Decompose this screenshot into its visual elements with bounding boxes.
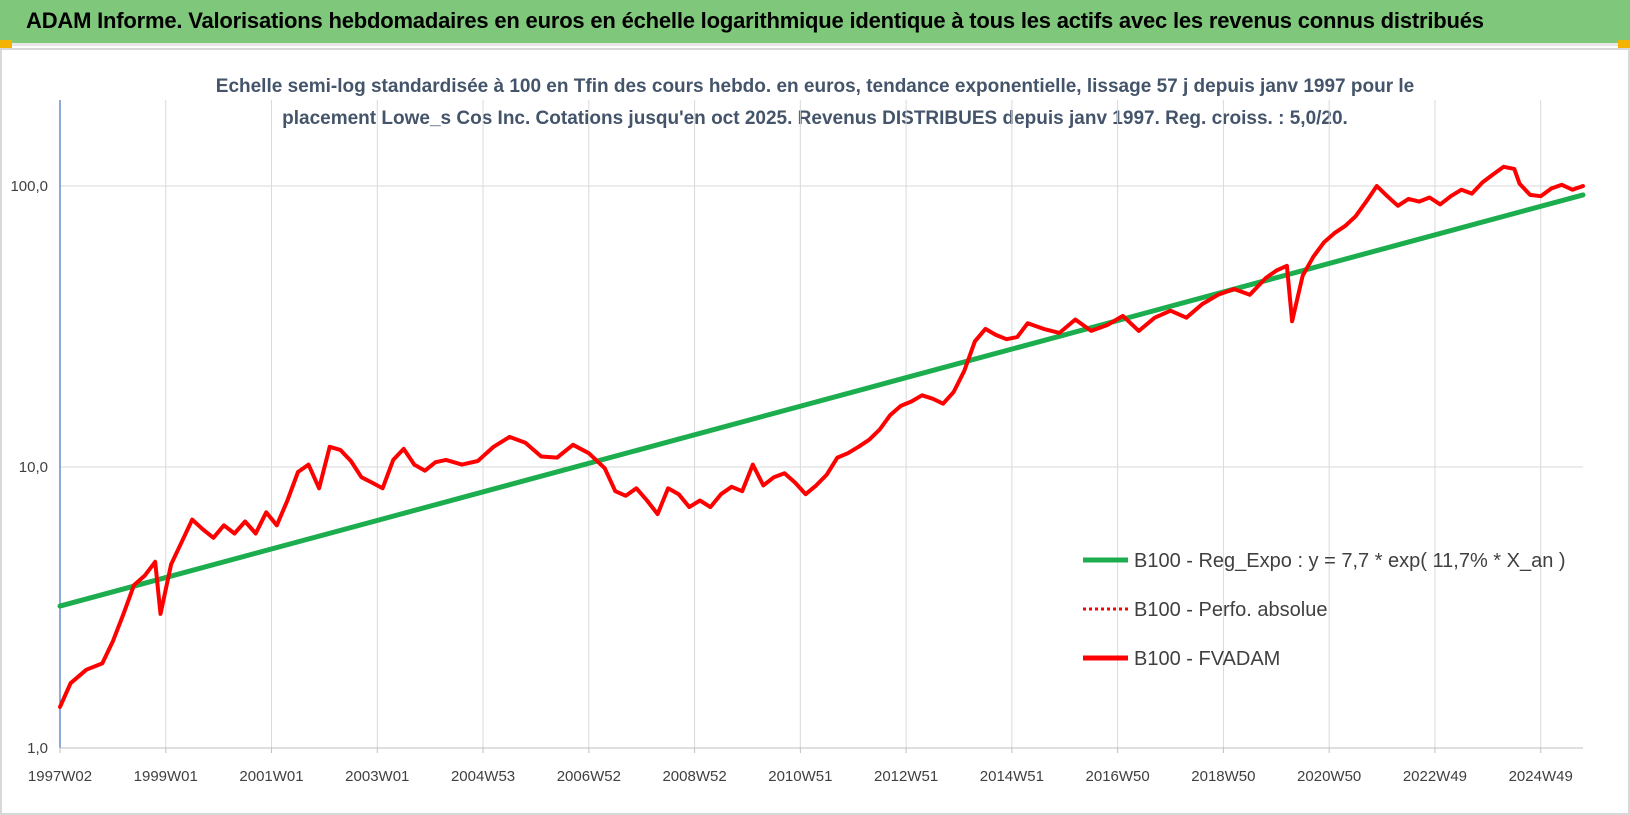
x-tick-label: 2004W53 [451, 768, 515, 785]
grid [59, 100, 1583, 749]
legend-label: B100 - Perfo. absolue [1134, 599, 1327, 621]
chart-subtitle: Echelle semi-log standardisée à 100 en T… [216, 76, 1414, 129]
x-tick-label: 2010W51 [768, 768, 832, 785]
header-bar: ADAM Informe. Valorisations hebdomadaire… [0, 0, 1630, 46]
x-tick-labels: 1997W02 1999W01 2001W01 2003W01 2004W53 2006W… [28, 768, 1573, 785]
series [57, 164, 1586, 709]
y-tick-labels: 1,0 10,0 100,0 [10, 178, 48, 757]
x-tick-label: 2024W49 [1509, 768, 1573, 785]
x-tick-label: 2008W52 [662, 768, 726, 785]
y-tick-label: 10,0 [19, 459, 48, 476]
x-tick-label: 1997W02 [28, 768, 92, 785]
legend-label: B100 - FVADAM [1134, 648, 1280, 670]
series-line-0 [57, 192, 1586, 609]
chart-subtitle-line: Echelle semi-log standardisée à 100 en T… [216, 76, 1414, 97]
x-tick-label: 2001W01 [239, 768, 303, 785]
x-tick-label: 2012W51 [874, 768, 938, 785]
x-tick-label: 2020W50 [1297, 768, 1361, 785]
x-tick-label: 1999W01 [134, 768, 198, 785]
legend-label: B100 - Reg_Expo : y = 7,7 * exp( 11,7% *… [1134, 550, 1566, 572]
y-tick-label: 100,0 [10, 178, 48, 195]
x-tick-label: 2018W50 [1191, 768, 1255, 785]
x-tick-label: 2006W52 [557, 768, 621, 785]
corner-marker-right [1618, 40, 1630, 48]
x-tick-label: 2016W50 [1086, 768, 1150, 785]
x-tick-label: 2022W49 [1403, 768, 1467, 785]
corner-marker-left [0, 40, 12, 48]
report-title: ADAM Informe. Valorisations hebdomadaire… [26, 8, 1484, 33]
x-tick-label: 2003W01 [345, 768, 409, 785]
x-tick-label: 2014W51 [980, 768, 1044, 785]
series-line-2 [58, 164, 1585, 709]
chart-frame [0, 48, 1630, 815]
legend: B100 - Reg_Expo : y = 7,7 * exp( 11,7% *… [1083, 550, 1566, 670]
axes [59, 100, 1583, 753]
chart-subtitle-line: placement Lowe_s Cos Inc. Cotations jusq… [282, 108, 1348, 129]
y-tick-label: 1,0 [27, 740, 48, 757]
